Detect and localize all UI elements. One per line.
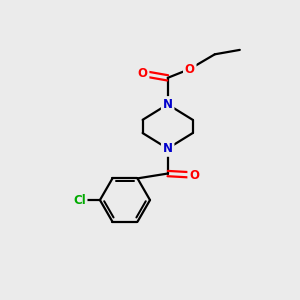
Text: N: N [163, 98, 173, 111]
Text: Cl: Cl [73, 194, 86, 207]
Text: O: O [189, 169, 199, 182]
Text: O: O [138, 67, 148, 80]
Text: O: O [185, 62, 195, 76]
Text: N: N [163, 142, 173, 155]
